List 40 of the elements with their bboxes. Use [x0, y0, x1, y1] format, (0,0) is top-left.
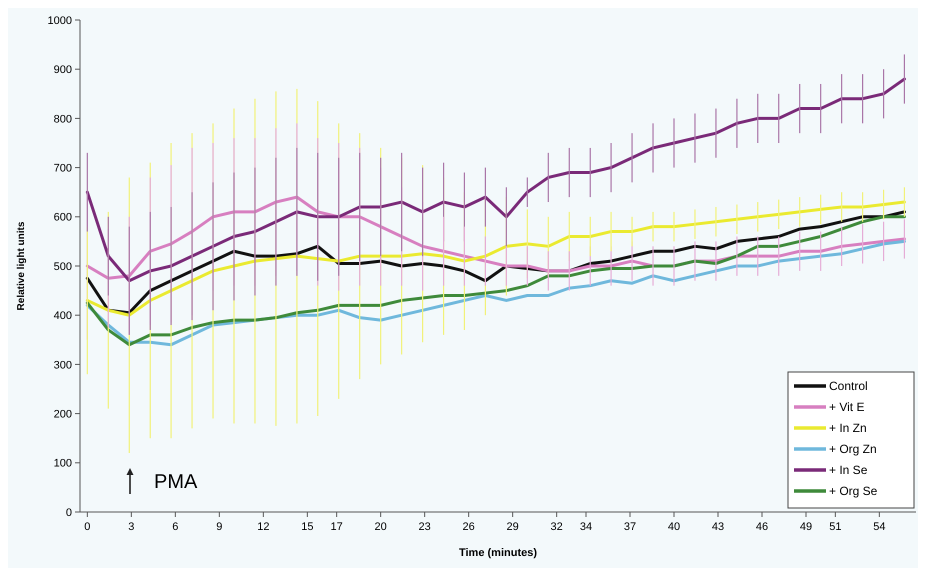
legend-label: + In Zn [829, 421, 867, 436]
x-axis-title: Time (minutes) [458, 547, 538, 559]
y-tick-label: 500 [54, 260, 72, 273]
legend-label: + Org Zn [829, 442, 877, 456]
x-tick-label: 17 [330, 521, 343, 533]
x-tick-label: 20 [374, 521, 387, 533]
x-tick-label: 32 [550, 521, 563, 533]
y-tick-label: 900 [54, 64, 72, 76]
y-tick-label: 600 [54, 212, 72, 224]
legend-label: + Org Se [829, 484, 878, 498]
x-tick-label: 26 [462, 521, 475, 533]
y-tick-label: 700 [54, 162, 72, 174]
x-tick-label: 40 [668, 521, 680, 533]
x-tick-label: 15 [301, 521, 314, 533]
x-tick-label: 49 [800, 521, 812, 533]
legend-label: + In Se [829, 463, 868, 478]
y-axis-title: Relative light units [16, 221, 27, 310]
x-tick-label: 37 [624, 521, 636, 533]
x-tick-label: 54 [873, 521, 886, 533]
x-tick-label: 23 [418, 521, 431, 533]
y-tick-label: 200 [54, 408, 72, 420]
x-tick-label: 34 [580, 521, 592, 533]
x-tick-label: 29 [506, 521, 519, 533]
y-tick-label: 0 [66, 506, 72, 519]
x-tick-label: 12 [257, 521, 270, 533]
x-tick-label: 0 [84, 521, 90, 533]
x-tick-label: 6 [172, 521, 178, 533]
y-tick-label: 300 [54, 359, 72, 372]
y-tick-label: 1000 [48, 14, 72, 27]
x-tick-label: 9 [216, 521, 222, 533]
annotation: PMA [154, 471, 198, 493]
y-tick-label: 800 [54, 113, 72, 126]
x-tick-label: 46 [756, 521, 768, 533]
x-tick-label: 51 [829, 521, 842, 533]
y-tick-label: 400 [54, 310, 72, 322]
x-tick-label: 43 [712, 521, 724, 533]
x-tick-label: 3 [128, 521, 134, 533]
y-tick-label: 100 [54, 458, 72, 470]
legend-label: + Vit E [829, 400, 864, 414]
legend-label: Control [829, 379, 868, 394]
